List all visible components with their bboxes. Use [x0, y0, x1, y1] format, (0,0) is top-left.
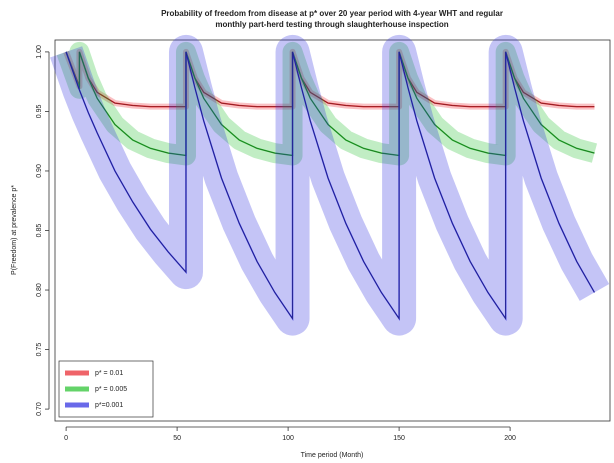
- x-tick-label: 150: [393, 435, 405, 442]
- x-tick-label: 50: [173, 435, 181, 442]
- series-line-core: [65, 51, 595, 320]
- plot-frame: [54, 39, 611, 422]
- chart-title: monthly part-herd testing through slaugh…: [215, 20, 448, 29]
- x-tick-label: 0: [64, 435, 68, 442]
- y-tick-label: 0.90: [36, 164, 43, 178]
- legend-label: p* = 0.01: [95, 370, 123, 377]
- y-tick-label: 0.85: [36, 224, 43, 238]
- chart-title: Probability of freedom from disease at p…: [161, 9, 503, 18]
- y-tick-label: 0.70: [36, 402, 43, 416]
- x-tick-label: 200: [504, 435, 516, 442]
- x-tick-label: 100: [282, 435, 294, 442]
- y-tick-label: 1.00: [36, 45, 43, 59]
- y-tick-label: 0.75: [36, 343, 43, 357]
- legend-label: p* = 0.005: [95, 386, 127, 393]
- y-tick-label: 0.95: [36, 105, 43, 119]
- y-axis-label: P(Freedom) at prevalence p*: [11, 185, 18, 275]
- x-axis-label: Time period (Month): [301, 452, 364, 459]
- y-tick-label: 0.80: [36, 283, 43, 297]
- legend-label: p*=0.001: [95, 402, 123, 409]
